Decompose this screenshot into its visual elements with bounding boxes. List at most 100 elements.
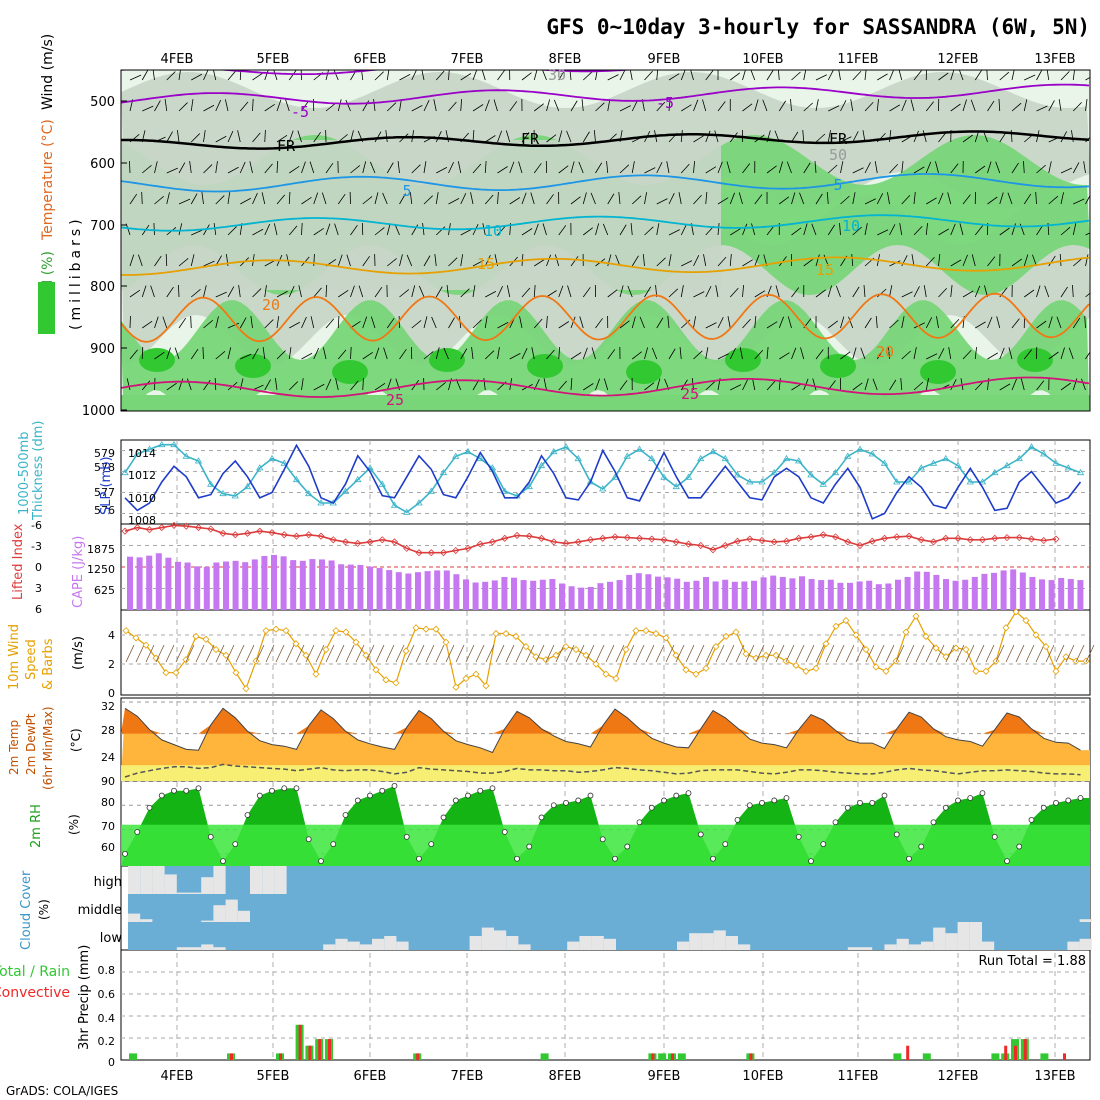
thickness-line-point [599, 485, 607, 492]
lifted-index-line-point [856, 541, 864, 550]
rh2m-label-group: 2m RH [29, 804, 44, 848]
wind-barb [1085, 76, 1090, 81]
wind-barb [901, 194, 911, 205]
wind10-barb [985, 644, 995, 663]
wind10-point [372, 666, 380, 674]
rh2m-point [673, 792, 680, 799]
rh2m-point [1028, 816, 1035, 823]
wind-barb [203, 320, 213, 329]
wind-barb [811, 223, 817, 236]
wind-barb [852, 286, 860, 298]
rh-blob-dark [820, 354, 856, 378]
wind-barb [790, 99, 792, 112]
rh2m-point [710, 855, 716, 862]
rh2m-point [881, 792, 888, 799]
wind-barb [828, 105, 840, 112]
wind-barb [448, 317, 455, 329]
rh2m-point [146, 804, 153, 811]
wind-barb [730, 72, 741, 81]
wind-barb [962, 349, 972, 360]
wind-barb [729, 287, 739, 298]
wind-barb [668, 229, 680, 236]
wind-barb [742, 285, 744, 298]
cloud-level-label: middle [78, 903, 122, 918]
wind-barb [1023, 254, 1029, 267]
wind-barb [238, 285, 241, 298]
wind-barb [521, 192, 527, 205]
wind-barb [288, 381, 299, 391]
convective-bar [308, 1045, 312, 1060]
cape-bar [645, 574, 652, 610]
wind-barb [619, 224, 627, 236]
wind-barb [835, 285, 841, 298]
wind-barb [321, 192, 327, 205]
thickness-line-point [1003, 461, 1011, 469]
wind-barb [872, 378, 878, 391]
thickness-line-point [978, 478, 987, 485]
t2m-line [124, 707, 1081, 754]
lifted-index-line-point [1003, 534, 1011, 542]
lifted-index-line-point [268, 529, 276, 537]
cape-bar [299, 560, 306, 610]
wind-barb [766, 225, 775, 236]
wind-barb [457, 161, 462, 174]
wind10-barb [555, 644, 565, 663]
wind-barb [786, 161, 792, 174]
date-label-bottom: 6FEB [354, 1069, 387, 1084]
wind-barb [154, 196, 164, 205]
wind-barb [240, 353, 252, 360]
wind-barb [999, 71, 1010, 81]
cloud-label-group: Cloud Cover [19, 870, 34, 950]
wind-barb [762, 99, 768, 112]
wind10-barb [275, 644, 285, 663]
wind-barb [1036, 164, 1046, 174]
thickness-line-point [770, 468, 778, 476]
wind-barb [325, 223, 331, 236]
wind-barb [543, 378, 547, 391]
wind-barb [362, 351, 373, 360]
wind-barb [864, 378, 869, 391]
cape-bar [136, 557, 143, 610]
wind-barb [693, 291, 705, 298]
li-tick: -3 [31, 540, 42, 553]
precip-axis-title: 3hr Precip (mm) [77, 945, 92, 1050]
wind10-point [1042, 643, 1050, 651]
chart-title: GFS 0~10day 3-hourly for SASSANDRA (6W, … [546, 15, 1090, 39]
thickness-line-point [844, 452, 852, 459]
thickness-line-point [378, 480, 386, 487]
wind-barb [889, 130, 892, 143]
wind-barb [566, 130, 572, 143]
wind-barb [987, 316, 993, 329]
wind-barb [471, 347, 474, 360]
wind10-point [972, 667, 980, 675]
wind-barb [975, 165, 986, 174]
cloud-cell [164, 874, 177, 894]
slp-left-label: 1000-500mb [17, 431, 32, 515]
wind-barb [827, 164, 838, 174]
wind-barb [971, 254, 976, 267]
wind-barb [791, 287, 800, 298]
wind10-barb [495, 644, 505, 663]
wind10-barb [725, 644, 735, 663]
wind-barb [142, 105, 154, 112]
wind10-point [502, 629, 510, 638]
wind-barb [852, 70, 862, 81]
upper-axis-title-text: (millibars) [68, 215, 84, 330]
wind10-barb [805, 644, 815, 663]
cloud-level-label: low [100, 931, 123, 946]
thickness-line-point [562, 443, 570, 450]
wind-barb [799, 192, 805, 205]
cloud-background [128, 866, 1090, 950]
wind-barb [802, 130, 805, 143]
wind10-point [442, 638, 450, 646]
chart-marks [121, 440, 1095, 1060]
wind-barb [680, 319, 691, 329]
wind-barb [958, 70, 964, 81]
cloud-cell [189, 947, 202, 950]
wind-barb [1011, 318, 1020, 329]
wind10-barb [185, 644, 195, 663]
wind-barb [301, 196, 312, 205]
cape-bar [693, 580, 700, 610]
wind-barb [554, 254, 560, 267]
lifted-index-line-point [427, 549, 435, 557]
